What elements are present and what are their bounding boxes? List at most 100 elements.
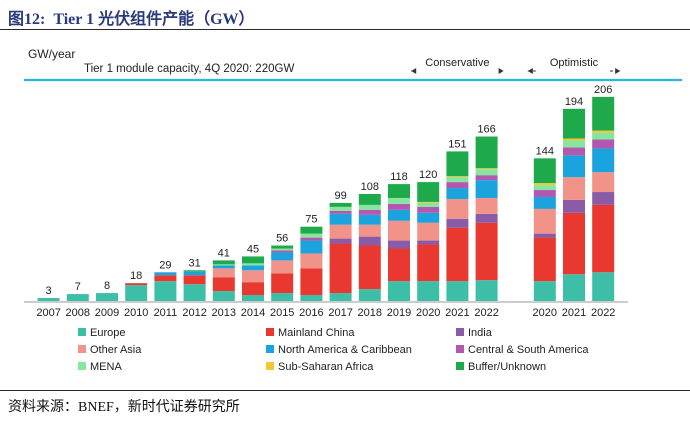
x-tick-label-2020-16: 2020 [533, 307, 557, 319]
bar-segment-central-south-america-2021-14 [446, 182, 469, 189]
legend-label-buffer-unknown: Buffer/Unknown [468, 361, 546, 373]
bar-segment-mena-2018-11 [358, 204, 381, 210]
bar-segment-india-2022-15 [475, 213, 498, 223]
bar-segment-other-asia-2015-8 [271, 260, 294, 274]
bar-segment-mena-2022-15 [475, 169, 498, 176]
bar-segment-mainland-china-2021-14 [446, 227, 469, 282]
conservative-arrow-left-icon [411, 68, 417, 74]
data-label-total-2022-18: 206 [594, 84, 612, 96]
bar-segment-mainland-china-2016-9 [300, 268, 323, 296]
chart-title: Tier 1 module capacity, 4Q 2020: 220GW [84, 63, 294, 75]
bar-segment-mena-2021-17 [563, 140, 585, 148]
bar-segment-north-america-caribbean-2016-9 [300, 240, 323, 254]
bar-segment-buffer-unknown-2021-17 [563, 108, 585, 139]
bar-segment-mena-2020-13 [417, 202, 440, 207]
legend-swatch-buffer-unknown [456, 362, 464, 370]
bar-segment-other-asia-2017-10 [329, 224, 352, 239]
bar-segment-sub-saharan-africa-2020-13 [417, 201, 440, 203]
bar-segment-mena-2015-8 [271, 248, 294, 251]
y-axis-label: GW/year [28, 47, 75, 61]
bar-segment-europe-2021-14 [446, 281, 469, 301]
bar-segment-buffer-unknown-2017-10 [329, 202, 352, 207]
bar-segment-mainland-china-2015-8 [271, 273, 294, 294]
bar-segment-other-asia-2013-6 [212, 268, 235, 278]
legend-label-other-asia: Other Asia [90, 344, 142, 356]
bar-segment-india-2022-18 [592, 192, 615, 205]
bar-segment-buffer-unknown-2015-8 [271, 245, 294, 249]
title-rule [0, 29, 690, 30]
x-tick-label-2015-8: 2015 [270, 307, 294, 319]
bar-segment-mena-2017-10 [329, 206, 352, 211]
bar-segment-central-south-america-2017-10 [329, 210, 352, 214]
bar-segment-north-america-caribbean-2015-8 [271, 252, 294, 261]
bar-segment-europe-2008-1 [66, 294, 89, 301]
data-label-total-2013-6: 41 [218, 247, 230, 259]
bar-segment-north-america-caribbean-2022-18 [592, 148, 615, 173]
bar-segment-central-south-america-2015-8 [271, 250, 294, 253]
bar-segment-europe-2014-7 [242, 295, 264, 301]
bar-segment-mena-2019-12 [388, 197, 410, 204]
bar-segment-north-america-caribbean-2020-13 [417, 212, 440, 223]
legend-swatch-north-america-caribbean [266, 345, 274, 353]
bar-segment-buffer-unknown-2019-12 [388, 184, 410, 198]
bar-segment-europe-2011-4 [154, 281, 177, 301]
x-tick-label-2010-3: 2010 [124, 307, 148, 319]
source-rule [0, 390, 690, 391]
optimistic-arrow-right-icon [615, 68, 621, 74]
bar-segment-buffer-unknown-2022-18 [592, 96, 615, 131]
bar-segment-mainland-china-2020-13 [417, 244, 440, 282]
bar-segment-north-america-caribbean-2021-17 [563, 155, 585, 178]
bar-segment-india-2019-12 [388, 240, 410, 249]
legend-label-mainland-china: Mainland China [278, 327, 355, 339]
bar-segment-other-asia-2014-7 [242, 270, 264, 283]
bar-segment-mainland-china-2012-5 [183, 275, 206, 285]
bar-segment-europe-2020-13 [417, 281, 440, 301]
bar-segment-europe-2022-15 [475, 280, 498, 301]
bar-segment-mena-2014-7 [242, 263, 264, 266]
bar-segment-mena-2016-9 [300, 233, 323, 238]
figure-title: 图12: Tier 1 光伏组件产能（GW） [8, 5, 259, 29]
bar-segment-mainland-china-2010-3 [125, 283, 148, 286]
bar-segment-other-asia-2022-18 [592, 172, 615, 193]
bar-segment-sub-saharan-africa-2022-18 [592, 130, 615, 133]
legend-label-europe: Europe [90, 327, 125, 339]
legend-swatch-india [456, 328, 464, 336]
bar-segment-europe-2017-10 [329, 293, 352, 301]
data-label-total-2020-13: 120 [419, 169, 437, 181]
bar-segment-other-asia-2020-16 [533, 208, 556, 234]
bar-segment-north-america-caribbean-2018-11 [358, 214, 381, 225]
data-label-total-2014-7: 45 [247, 243, 259, 255]
bar-segment-mainland-china-2014-7 [242, 282, 264, 296]
bar-segment-other-asia-2022-15 [475, 197, 498, 214]
bar-segment-sub-saharan-africa-2021-14 [446, 176, 469, 178]
figure-title-text: Tier 1 光伏组件产能（GW） [53, 11, 255, 28]
bar-segment-mainland-china-2011-4 [154, 275, 177, 282]
bar-segment-mainland-china-2020-16 [533, 237, 556, 282]
conservative-annotation: Conservative [425, 57, 489, 69]
bar-segment-mainland-china-2019-12 [388, 248, 410, 282]
x-tick-label-2009-2: 2009 [95, 307, 119, 319]
bar-segment-mainland-china-2017-10 [329, 243, 352, 294]
bar-segment-europe-2012-5 [183, 284, 206, 301]
bar-segment-india-2021-17 [563, 199, 585, 213]
bar-segment-north-america-caribbean-2014-7 [242, 265, 264, 271]
x-tick-label-2011-4: 2011 [154, 307, 178, 319]
bar-segment-central-south-america-2020-16 [533, 190, 556, 197]
bar-segment-europe-2015-8 [271, 293, 294, 301]
bar-segment-buffer-unknown-2014-7 [242, 256, 264, 264]
bar-segment-central-south-america-2022-15 [475, 175, 498, 181]
data-label-total-2017-10: 99 [334, 190, 346, 202]
bar-segment-europe-2020-16 [533, 281, 556, 301]
bar-segment-mena-2021-14 [446, 177, 469, 183]
bar-segment-other-asia-2019-12 [388, 220, 410, 241]
bar-segment-india-2020-16 [533, 233, 556, 238]
legend-swatch-europe [78, 328, 86, 336]
bar-segment-mena-2013-6 [212, 264, 235, 266]
bar-segment-central-south-america-2019-12 [388, 203, 410, 210]
bar-segment-central-south-america-2022-18 [592, 139, 615, 149]
x-tick-label-2012-5: 2012 [182, 307, 206, 319]
legend-swatch-sub-saharan-africa [266, 362, 274, 370]
bar-segment-sub-saharan-africa-2022-15 [475, 168, 498, 170]
optimistic-annotation: Optimistic [550, 57, 599, 69]
x-tick-label-2022-18: 2022 [591, 307, 615, 319]
